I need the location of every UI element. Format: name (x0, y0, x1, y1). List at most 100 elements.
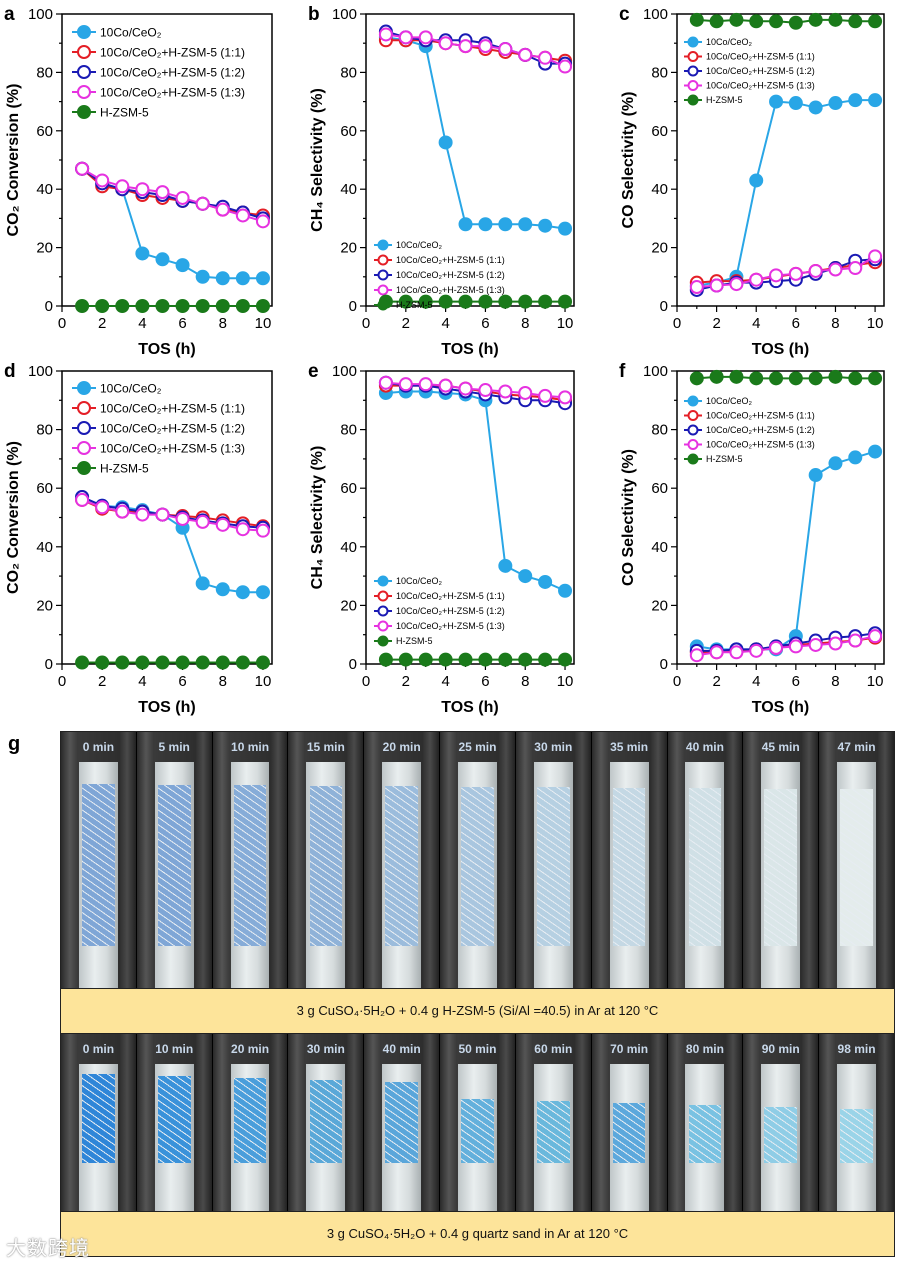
data-point (378, 27, 393, 42)
data-point (828, 262, 843, 277)
tube-photo: 50 min (440, 1034, 516, 1211)
tube-photo: 20 min (212, 1034, 289, 1211)
tube (458, 1064, 497, 1211)
data-point (788, 96, 803, 111)
x-tick-label: 2 (98, 673, 106, 690)
tube (685, 762, 725, 988)
legend-label: 10Co/CeO₂ (706, 396, 753, 406)
data-point (75, 492, 90, 507)
x-axis-label: TOS (h) (441, 341, 498, 358)
legend-marker (377, 284, 389, 296)
data-point (558, 294, 573, 309)
data-point (808, 637, 823, 652)
data-point (478, 383, 493, 398)
data-point (729, 645, 744, 660)
sample-fill (157, 1076, 191, 1163)
data-point (398, 652, 413, 667)
legend-label: 10Co/CeO₂+H-ZSM-5 (1:2) (396, 606, 505, 616)
time-label: 35 min (610, 740, 649, 754)
data-point (788, 15, 803, 30)
legend-label: 10Co/CeO₂+H-ZSM-5 (1:1) (706, 52, 815, 62)
sample-fill (157, 784, 191, 946)
series-line (696, 99, 876, 287)
x-tick-label: 6 (481, 315, 489, 332)
x-tick-label: 2 (402, 315, 410, 332)
data-point (709, 278, 724, 293)
x-tick-label: 6 (792, 673, 800, 690)
data-point (215, 202, 230, 217)
photo-row-quartz-sand: 0 min 10 min 20 min 30 min 40 min 50 min 60 mi… (60, 1033, 895, 1212)
series-line (385, 36, 566, 230)
sample-fill (536, 787, 570, 946)
series-5 (378, 294, 573, 309)
x-tick-label: 8 (521, 673, 529, 690)
x-axis-label: TOS (h) (752, 341, 809, 358)
tube-photo: 0 min (61, 732, 137, 988)
x-tick-label: 4 (138, 673, 146, 690)
tube-photo: 60 min (515, 1034, 592, 1211)
legend-marker (687, 453, 699, 465)
x-tick-label: 4 (441, 315, 449, 332)
data-point (498, 217, 513, 232)
data-point (498, 558, 513, 573)
legend-label: 10Co/CeO₂+H-ZSM-5 (1:3) (396, 621, 505, 631)
data-point (75, 299, 90, 313)
x-tick-label: 2 (98, 315, 106, 332)
y-tick-label: 40 (651, 181, 668, 198)
data-point (75, 655, 90, 670)
data-point (175, 655, 190, 670)
time-label: 50 min (458, 1042, 497, 1056)
y-tick-label: 100 (332, 6, 357, 23)
data-point (418, 30, 433, 45)
legend-marker (77, 381, 91, 395)
data-point (729, 277, 744, 292)
tube (609, 1064, 649, 1211)
legend-marker (77, 461, 91, 475)
sample-fill (233, 1078, 267, 1163)
data-point (729, 12, 744, 27)
series-line (696, 632, 876, 652)
data-point (215, 582, 230, 597)
data-point (788, 639, 803, 654)
tube-photo: 0 min (61, 1034, 137, 1211)
legend-marker (377, 239, 389, 251)
sample-fill (82, 1074, 115, 1163)
y-axis-label: CO₂ Conversion (%) (5, 441, 22, 594)
y-tick-label: 20 (340, 240, 357, 257)
data-point (749, 14, 764, 29)
data-point (398, 377, 413, 392)
sample-fill (385, 1082, 418, 1163)
x-tick-label: 10 (557, 315, 574, 332)
legend-label: H-ZSM-5 (100, 461, 149, 475)
tube (230, 1064, 270, 1211)
data-point (868, 444, 883, 459)
tube (837, 762, 876, 988)
tube-photo: 20 min (364, 732, 441, 988)
data-point (788, 266, 803, 281)
data-point (235, 522, 250, 537)
data-point (749, 371, 764, 386)
x-axis-label: TOS (h) (138, 341, 195, 358)
data-point (518, 294, 533, 309)
y-tick-label: 0 (660, 656, 668, 673)
data-point (689, 371, 704, 386)
sample-fill (764, 788, 798, 946)
x-tick-label: 10 (867, 315, 884, 332)
legend-label: 10Co/CeO₂+H-ZSM-5 (1:1) (396, 255, 505, 265)
caption-quartz-sand: 3 g CuSO₄·5H₂O + 0.4 g quartz sand in Ar… (60, 1211, 895, 1257)
y-tick-label: 80 (36, 64, 53, 81)
sample-fill (233, 785, 267, 946)
data-point (195, 655, 210, 670)
tube (154, 762, 194, 988)
y-tick-label: 20 (651, 240, 668, 257)
x-tick-label: 0 (362, 315, 370, 332)
data-point (498, 294, 513, 309)
legend-label: 10Co/CeO₂+H-ZSM-5 (1:2) (396, 270, 505, 280)
x-tick-label: 2 (402, 673, 410, 690)
y-axis-label: CH₄ Selectivity (%) (309, 446, 326, 590)
y-tick-label: 0 (349, 298, 357, 315)
data-point (458, 652, 473, 667)
